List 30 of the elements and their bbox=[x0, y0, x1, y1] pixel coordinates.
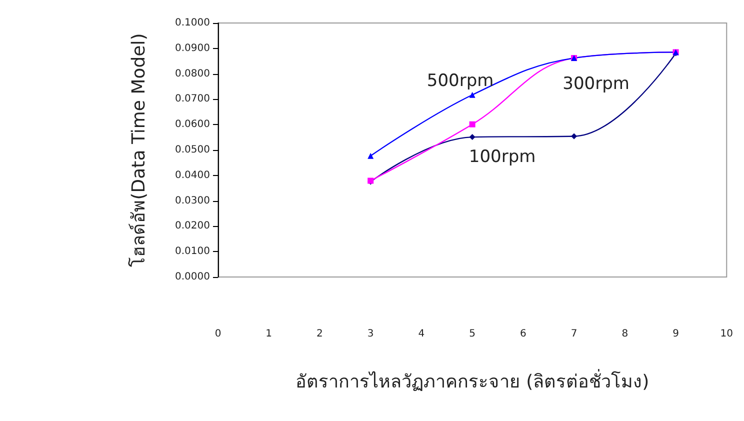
point bbox=[469, 134, 476, 140]
x-tick-label: 3 bbox=[367, 328, 374, 340]
series-label: 500rpm bbox=[426, 70, 494, 91]
y-tick-label: 0.0300 bbox=[175, 195, 210, 206]
x-axis-title: อัตราการไหลวัฏภาคกระจาย (ลิตรต่อชั่วโมง) bbox=[295, 368, 650, 392]
x-tick-label: 9 bbox=[672, 328, 679, 340]
x-tick-label: 4 bbox=[418, 328, 425, 340]
x-tick-label: 7 bbox=[570, 328, 578, 340]
point bbox=[571, 133, 578, 140]
y-tick-label: 0.0800 bbox=[175, 68, 210, 80]
y-tick-label: 0.0100 bbox=[175, 246, 210, 258]
x-tick-label: 1 bbox=[266, 328, 272, 340]
y-tick-label: 0.0500 bbox=[175, 144, 210, 156]
y-tick-label: 0.0700 bbox=[175, 94, 210, 105]
x-tick-label: 5 bbox=[469, 328, 476, 340]
series-label: 300rpm bbox=[562, 74, 630, 94]
series-label: 100rpm bbox=[468, 147, 536, 168]
y-tick-label: 0.0900 bbox=[175, 42, 210, 54]
y-tick-label: 0.0400 bbox=[175, 170, 210, 181]
x-tick-label: 8 bbox=[622, 328, 628, 340]
y-tick-label: 0.0600 bbox=[175, 119, 210, 130]
y-tick-label: 0.1000 bbox=[175, 18, 210, 28]
x-tick-label: 2 bbox=[316, 328, 323, 340]
y-axis-title: โฮลด์อัพ(Data Time Model) bbox=[128, 33, 150, 267]
y-tick-label: 0.0200 bbox=[175, 220, 210, 232]
x-tick-label: 6 bbox=[520, 328, 526, 340]
x-tick-label: 0 bbox=[214, 328, 222, 340]
point bbox=[469, 121, 476, 128]
y-tick-label: 0.0000 bbox=[175, 272, 210, 282]
x-tick-label: 10 bbox=[720, 328, 734, 340]
